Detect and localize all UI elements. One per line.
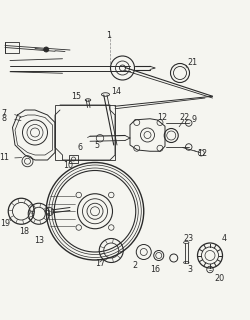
Circle shape [44,47,49,52]
Text: 13: 13 [34,236,44,245]
Text: 20: 20 [214,274,224,283]
Text: 21: 21 [188,58,198,67]
Text: 6: 6 [78,143,82,153]
Text: 15: 15 [71,92,81,101]
Text: 22: 22 [180,114,190,123]
Text: 12: 12 [198,148,207,157]
Text: 10: 10 [63,161,73,170]
Text: 2: 2 [132,261,137,270]
Text: 18: 18 [19,227,29,236]
Text: 11: 11 [0,154,9,163]
Text: 3: 3 [187,265,192,274]
Text: 19: 19 [0,219,10,228]
Text: 12: 12 [158,113,168,122]
Text: 4: 4 [221,234,226,243]
Text: 5: 5 [94,141,100,150]
Text: 14: 14 [111,87,121,97]
Text: 16: 16 [150,265,160,274]
Text: 17: 17 [95,259,105,268]
Bar [55,105,115,160]
Text: 1: 1 [106,31,111,40]
Text: 23: 23 [184,234,194,243]
Text: 8: 8 [1,114,6,123]
Text: 7: 7 [1,109,6,118]
Text: 9: 9 [191,116,196,124]
